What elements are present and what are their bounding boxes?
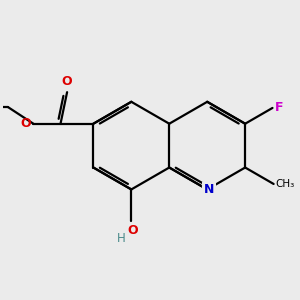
Text: O: O bbox=[20, 117, 31, 130]
Text: F: F bbox=[275, 101, 284, 114]
Text: N: N bbox=[204, 183, 214, 196]
Text: CH₃: CH₃ bbox=[276, 179, 295, 189]
Text: O: O bbox=[62, 75, 72, 88]
Text: H: H bbox=[117, 232, 126, 245]
Text: O: O bbox=[127, 224, 137, 237]
